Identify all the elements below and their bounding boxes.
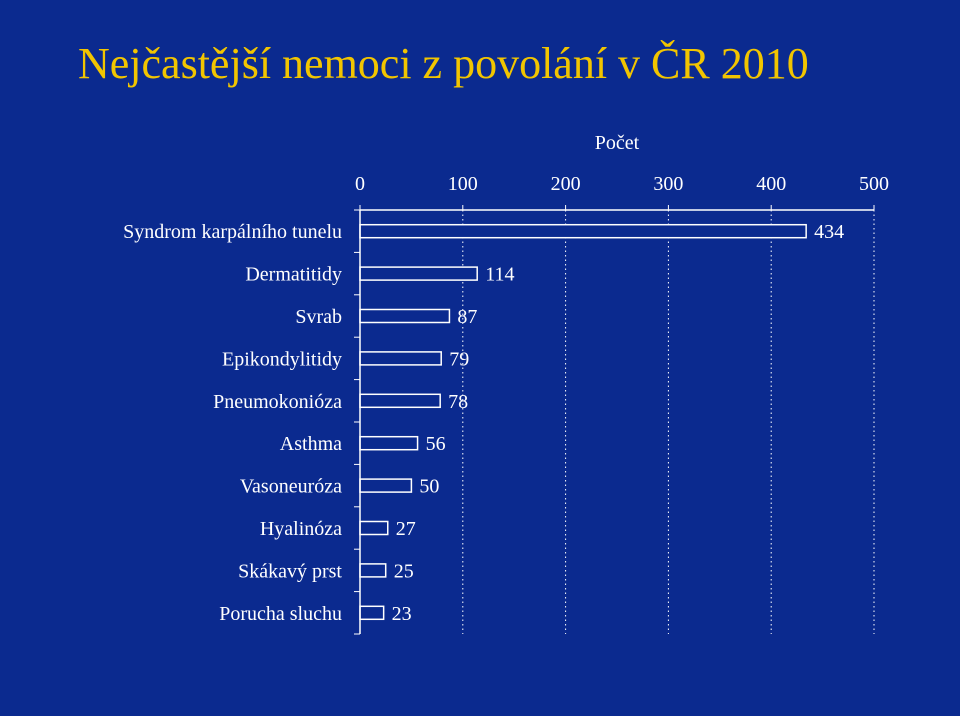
category-labels: Syndrom karpálního tunelu Dermatitidy Svra… (123, 221, 342, 625)
data-label: 23 (392, 603, 412, 625)
bar (359, 563, 387, 578)
bar (359, 266, 478, 281)
x-tick-label: 100 (448, 173, 478, 195)
category-label: Asthma (280, 433, 342, 455)
data-label: 87 (457, 306, 477, 328)
bar (359, 223, 807, 239)
x-axis-title: Počet (595, 132, 640, 154)
data-label: 114 (485, 264, 514, 286)
x-tick-label: 500 (859, 173, 889, 195)
x-tick-label: 0 (355, 173, 365, 195)
data-label: 434 (814, 221, 844, 243)
slide-title: Nejčastější nemoci z povolání v ČR 2010 (78, 39, 809, 88)
bar (359, 520, 389, 536)
bar (359, 308, 451, 324)
data-label: 50 (419, 476, 439, 498)
bar (359, 605, 385, 621)
data-label: 78 (448, 391, 468, 413)
x-tick-label: 400 (756, 173, 786, 195)
bar (359, 478, 413, 493)
x-axis-ticks: 0 100 200 300 400 500 (355, 173, 889, 210)
x-tick-label: 200 (551, 173, 581, 195)
data-label: 56 (426, 433, 446, 455)
axes (354, 209, 874, 635)
category-label: Hyalinóza (260, 518, 342, 540)
category-label: Svrab (295, 306, 342, 328)
category-label: Syndrom karpálního tunelu (123, 221, 342, 243)
category-label: Epikondylitidy (222, 348, 342, 370)
grid-lines (462, 210, 875, 634)
data-label: 25 (394, 560, 414, 582)
x-tick-label: 300 (653, 173, 683, 195)
category-label: Vasoneuróza (240, 476, 342, 498)
bar (359, 393, 441, 409)
data-label: 27 (396, 518, 416, 540)
category-label: Dermatitidy (245, 264, 342, 286)
category-label: Skákavý prst (238, 560, 342, 582)
data-label: 79 (449, 348, 469, 370)
bar (359, 351, 442, 366)
bars (359, 223, 807, 621)
category-label: Porucha sluchu (219, 603, 342, 625)
category-label: Pneumokonióza (213, 391, 342, 413)
bar (359, 435, 419, 451)
